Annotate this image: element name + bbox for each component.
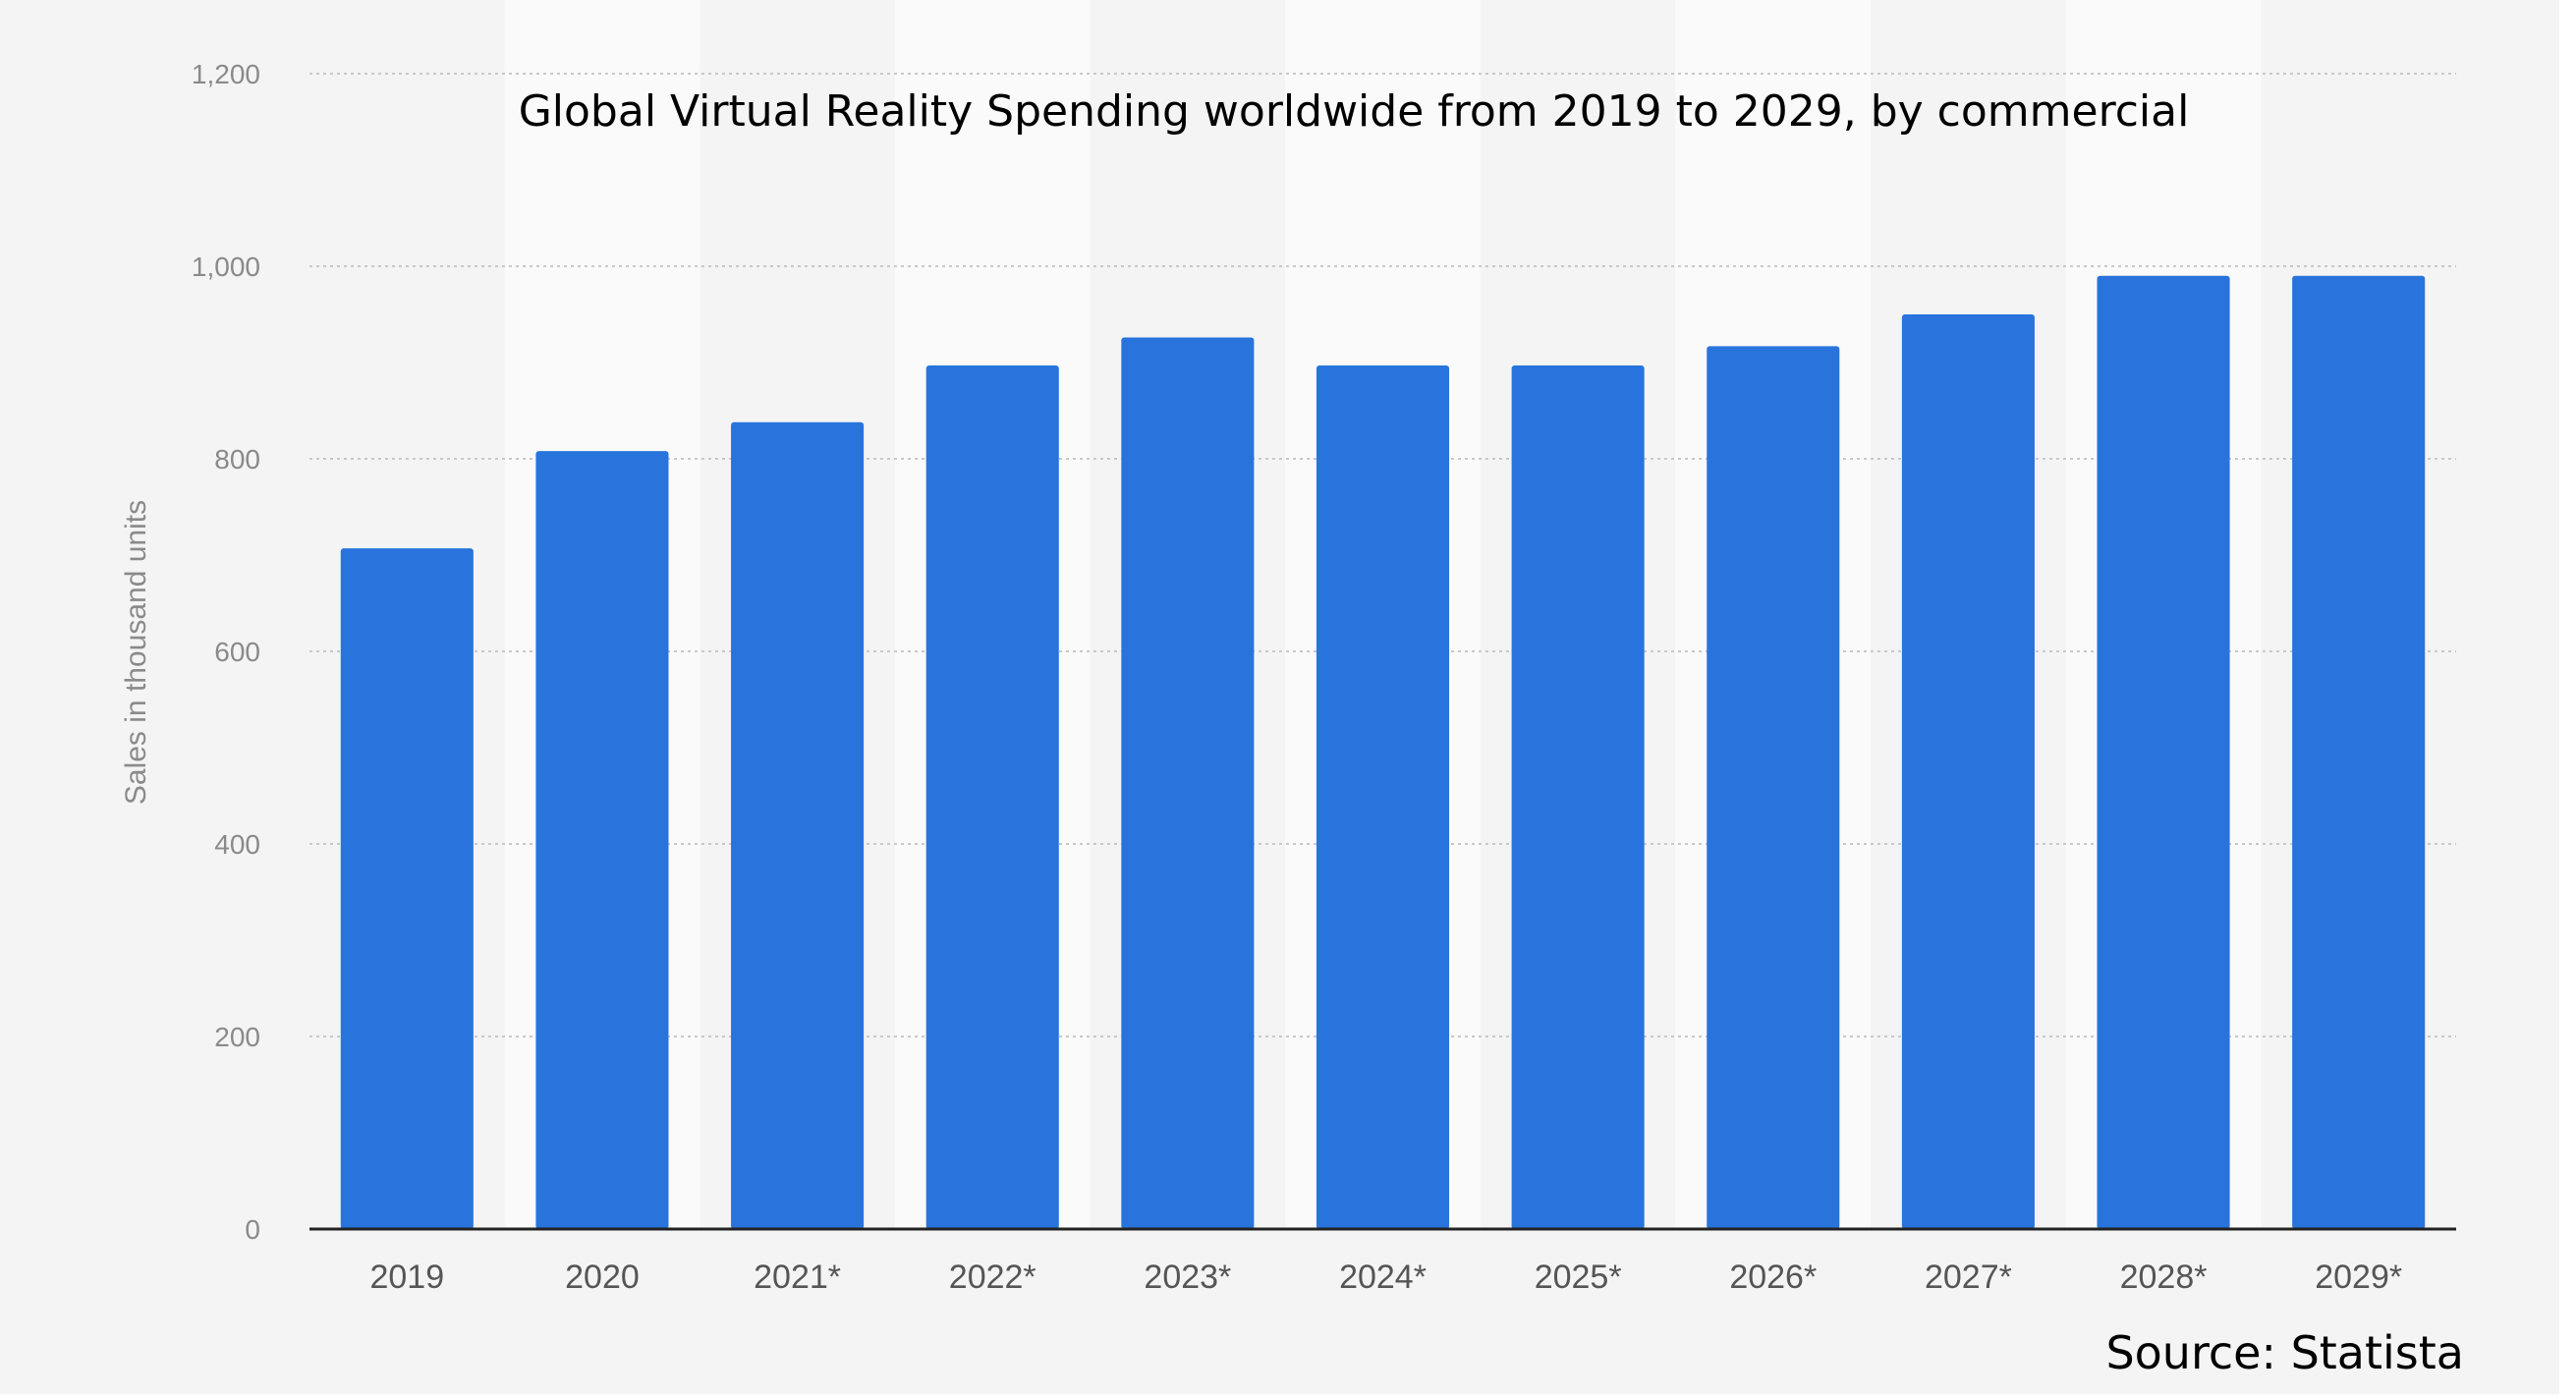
x-tick-label: 2027*: [1925, 1259, 2012, 1296]
x-tick-label: 2026*: [1729, 1259, 1817, 1296]
x-tick-label: 2020: [565, 1259, 640, 1296]
x-tick-label: 2019: [369, 1259, 444, 1296]
x-tick-label: 2028*: [2120, 1259, 2208, 1296]
x-tick-label: 2029*: [2315, 1259, 2402, 1296]
y-tick-label: 600: [214, 637, 260, 667]
y-tick-label: 0: [245, 1214, 260, 1245]
x-tick-label: 2022*: [949, 1259, 1036, 1296]
bar[interactable]: [2097, 275, 2230, 1229]
bar[interactable]: [340, 548, 474, 1229]
x-tick-label: 2024*: [1339, 1259, 1427, 1296]
y-tick-label: 400: [214, 829, 260, 860]
y-tick-label: 1,200: [192, 59, 260, 89]
y-axis-label: Sales in thousand units: [120, 500, 152, 805]
y-axis-ticks: 0 200 400 600 800 1,000 1,200: [192, 59, 260, 1245]
bar[interactable]: [925, 364, 1059, 1229]
x-tick-label: 2021*: [754, 1259, 841, 1296]
y-tick-label: 800: [214, 444, 260, 475]
y-tick-label: 1,000: [192, 252, 260, 282]
chart-title: Global Virtual Reality Spending worldwid…: [519, 86, 2190, 137]
bar[interactable]: [1901, 314, 2035, 1229]
bar[interactable]: [535, 451, 669, 1229]
x-tick-label: 2025*: [1535, 1259, 1622, 1296]
bar[interactable]: [1707, 346, 1840, 1230]
x-axis-ticks: 2019 2020 2021* 2022* 2023* 2024* 2025* 2026* 20…: [369, 1259, 2402, 1296]
source-note: Source: Statista: [2105, 1326, 2464, 1379]
bar[interactable]: [1121, 337, 1255, 1229]
bars: [340, 275, 2426, 1230]
bar[interactable]: [1316, 364, 1450, 1229]
bar[interactable]: [2292, 275, 2426, 1229]
x-tick-label: 2023*: [1144, 1259, 1231, 1296]
bar[interactable]: [1511, 364, 1645, 1229]
y-tick-label: 200: [214, 1022, 260, 1052]
bar[interactable]: [731, 421, 865, 1229]
